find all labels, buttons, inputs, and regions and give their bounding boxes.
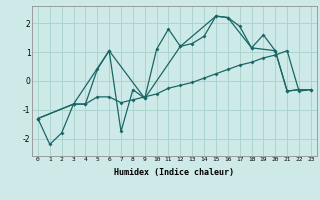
X-axis label: Humidex (Indice chaleur): Humidex (Indice chaleur) xyxy=(115,168,234,177)
